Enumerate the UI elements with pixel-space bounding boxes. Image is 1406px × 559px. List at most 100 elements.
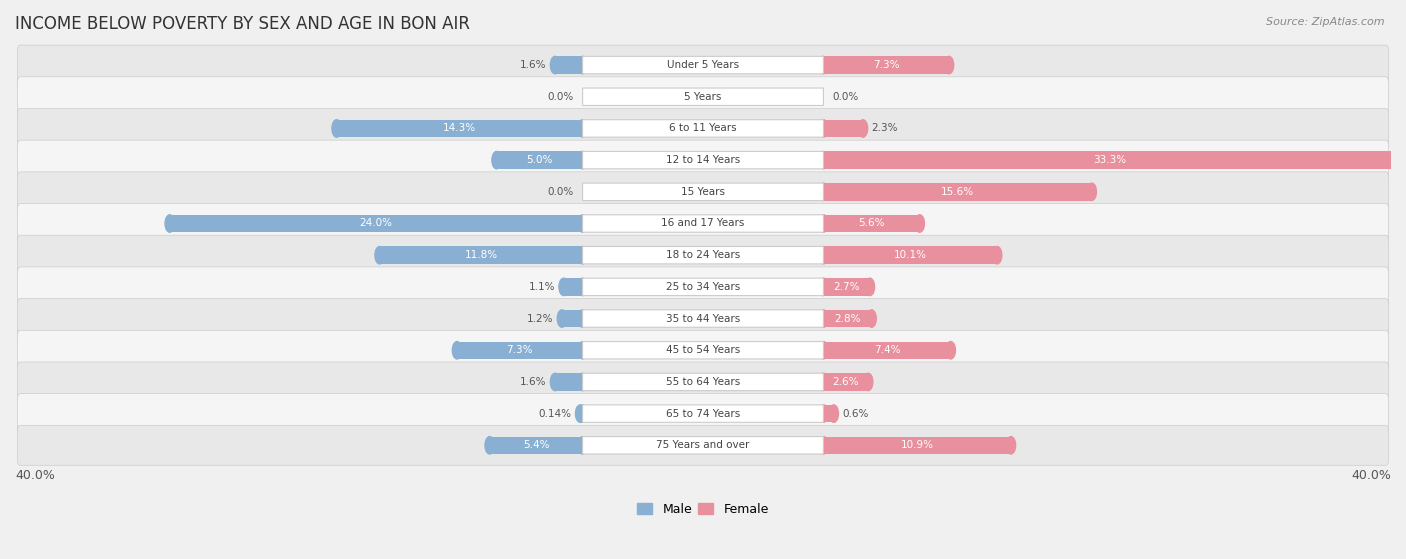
Circle shape [818,247,828,264]
Text: 24.0%: 24.0% [360,219,392,229]
Circle shape [945,56,953,74]
Circle shape [550,373,560,391]
Circle shape [578,342,588,359]
Legend: Male, Female: Male, Female [637,503,769,516]
Text: 10.9%: 10.9% [901,440,934,451]
Bar [380,247,582,264]
Circle shape [578,373,588,391]
Text: 0.0%: 0.0% [832,92,858,102]
FancyBboxPatch shape [18,45,1388,85]
Bar [564,278,582,296]
Circle shape [818,342,828,359]
Text: 2.7%: 2.7% [834,282,860,292]
Text: 1.6%: 1.6% [520,377,547,387]
FancyBboxPatch shape [18,330,1388,370]
Bar [824,405,834,423]
FancyBboxPatch shape [18,77,1388,117]
Text: 40.0%: 40.0% [1351,469,1391,482]
Circle shape [575,405,585,423]
Bar [562,310,582,327]
Bar [824,183,1091,201]
FancyBboxPatch shape [18,203,1388,244]
Text: 35 to 44 Years: 35 to 44 Years [666,314,740,324]
Circle shape [868,310,876,327]
Text: 65 to 74 Years: 65 to 74 Years [666,409,740,419]
Circle shape [915,215,925,232]
Text: 2.3%: 2.3% [872,124,898,134]
FancyBboxPatch shape [18,362,1388,402]
Circle shape [578,278,588,296]
FancyBboxPatch shape [18,425,1388,465]
Circle shape [453,342,461,359]
FancyBboxPatch shape [582,342,824,359]
Bar [489,437,582,454]
Circle shape [578,215,588,232]
Bar [555,56,582,74]
Circle shape [818,151,828,169]
FancyBboxPatch shape [582,405,824,423]
Circle shape [560,278,568,296]
Text: 0.0%: 0.0% [548,92,574,102]
Circle shape [578,56,588,74]
Circle shape [818,215,828,232]
Text: 75 Years and over: 75 Years and over [657,440,749,451]
Circle shape [578,120,588,137]
Bar [824,278,870,296]
Circle shape [993,247,1002,264]
FancyBboxPatch shape [18,267,1388,307]
FancyBboxPatch shape [582,183,824,201]
Text: 7.3%: 7.3% [506,345,533,355]
FancyBboxPatch shape [18,140,1388,180]
Circle shape [818,56,828,74]
Text: 1.2%: 1.2% [527,314,554,324]
Text: 15 Years: 15 Years [681,187,725,197]
Bar [824,151,1396,169]
Text: 0.6%: 0.6% [842,409,869,419]
Circle shape [865,278,875,296]
FancyBboxPatch shape [18,299,1388,339]
Circle shape [557,310,567,327]
FancyBboxPatch shape [582,215,824,232]
Text: 0.0%: 0.0% [548,187,574,197]
FancyBboxPatch shape [582,310,824,327]
Circle shape [1007,437,1015,454]
FancyBboxPatch shape [18,235,1388,275]
Circle shape [485,437,495,454]
FancyBboxPatch shape [582,247,824,264]
FancyBboxPatch shape [18,394,1388,434]
Circle shape [818,437,828,454]
FancyBboxPatch shape [18,172,1388,212]
Text: 0.14%: 0.14% [538,409,572,419]
Text: 25 to 34 Years: 25 to 34 Years [666,282,740,292]
FancyBboxPatch shape [582,373,824,391]
Circle shape [818,310,828,327]
Text: 5 Years: 5 Years [685,92,721,102]
Text: 18 to 24 Years: 18 to 24 Years [666,250,740,260]
Bar [824,120,863,137]
Circle shape [578,247,588,264]
Text: 11.8%: 11.8% [464,250,498,260]
Bar [170,215,582,232]
Bar [555,373,582,391]
Text: 15.6%: 15.6% [941,187,974,197]
Circle shape [858,120,868,137]
Text: 5.0%: 5.0% [526,155,553,165]
Bar [581,405,582,423]
Text: 1.1%: 1.1% [529,282,555,292]
Text: Under 5 Years: Under 5 Years [666,60,740,70]
Text: 1.6%: 1.6% [520,60,547,70]
Circle shape [818,278,828,296]
Text: 45 to 54 Years: 45 to 54 Years [666,345,740,355]
FancyBboxPatch shape [582,120,824,137]
Bar [336,120,582,137]
Circle shape [1392,151,1400,169]
Bar [496,151,582,169]
FancyBboxPatch shape [582,278,824,296]
Text: INCOME BELOW POVERTY BY SEX AND AGE IN BON AIR: INCOME BELOW POVERTY BY SEX AND AGE IN B… [15,15,470,33]
Bar [824,247,997,264]
Circle shape [946,342,956,359]
Bar [824,342,950,359]
Circle shape [375,247,384,264]
Bar [824,215,920,232]
Circle shape [830,405,838,423]
